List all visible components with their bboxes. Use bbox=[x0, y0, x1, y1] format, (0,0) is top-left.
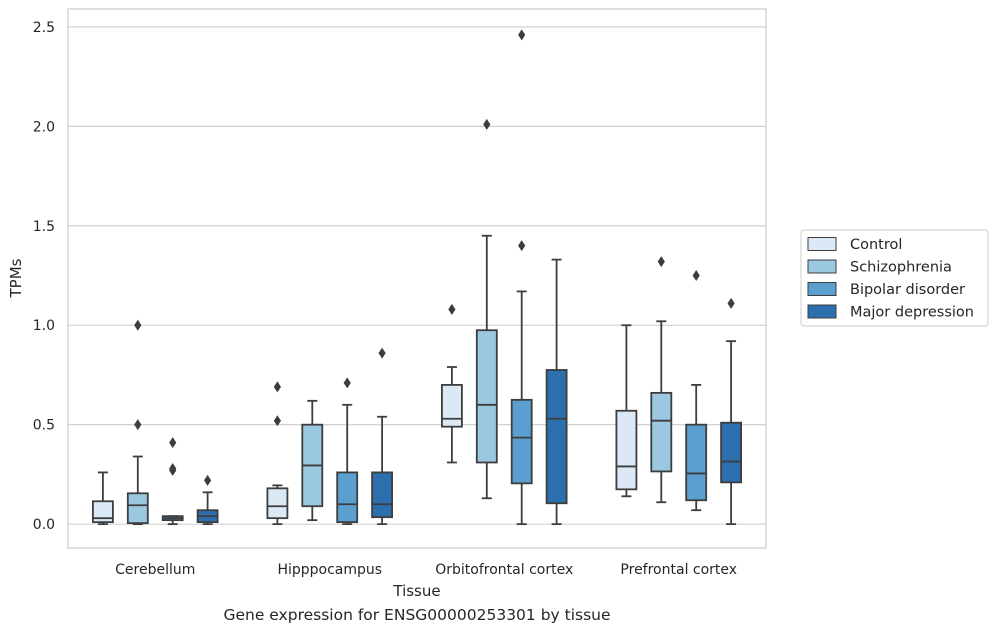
box-body bbox=[720, 421, 742, 484]
box-body bbox=[475, 329, 498, 464]
outlier-point bbox=[378, 347, 386, 359]
box-body bbox=[650, 391, 673, 473]
box-control bbox=[615, 324, 638, 498]
box-schizophrenia bbox=[126, 319, 149, 526]
box-schizophrenia bbox=[650, 256, 673, 504]
x-axis-title: Tissue bbox=[392, 582, 440, 600]
x-tick-labels: Cerebellum Hipppocampus Orbitofrontal cort… bbox=[115, 562, 737, 578]
box-bipolar-disorder bbox=[161, 437, 184, 526]
outlier-point bbox=[273, 381, 281, 393]
y-tick-label: 1.5 bbox=[33, 219, 55, 235]
box-control bbox=[440, 303, 463, 464]
box-major-depression bbox=[545, 258, 568, 526]
outlier-point bbox=[204, 474, 212, 486]
outlier-point bbox=[518, 29, 526, 41]
box-schizophrenia bbox=[301, 399, 324, 522]
legend: Control Schizophrenia Bipolar disorder Majo… bbox=[800, 229, 989, 327]
legend-swatch bbox=[807, 304, 837, 319]
box-major-depression bbox=[720, 297, 742, 526]
legend-swatch bbox=[807, 282, 837, 296]
figure-caption: Gene expression for ENSG00000253301 by t… bbox=[223, 606, 611, 624]
y-axis-title: TPMs bbox=[7, 258, 25, 298]
outlier-point bbox=[169, 437, 177, 449]
box-body bbox=[336, 471, 359, 524]
outlier-point bbox=[169, 462, 177, 474]
outlier-point bbox=[273, 415, 281, 427]
y-gridlines bbox=[68, 26, 766, 525]
box-bipolar-disorder bbox=[685, 270, 708, 512]
box-major-depression bbox=[196, 474, 219, 526]
y-tick-label: 2.5 bbox=[33, 20, 55, 36]
boxes-layer bbox=[92, 29, 742, 526]
outlier-point bbox=[134, 419, 142, 431]
legend-swatch bbox=[807, 237, 837, 251]
x-tick-label: Hipppocampus bbox=[277, 562, 382, 578]
box-bipolar-disorder bbox=[336, 377, 359, 526]
box-body bbox=[92, 500, 114, 524]
outlier-point bbox=[692, 270, 700, 282]
box-body bbox=[615, 409, 638, 491]
box-body bbox=[371, 471, 394, 519]
box-body bbox=[510, 398, 533, 485]
box-major-depression bbox=[371, 347, 394, 526]
box-body bbox=[126, 492, 149, 525]
y-tick-label: 0.0 bbox=[33, 517, 55, 533]
y-tick-label: 2.0 bbox=[33, 119, 55, 135]
outlier-point bbox=[134, 319, 142, 331]
plot-area: 0.0 0.5 1.0 1.5 2.0 2.5 Cerebellum Hipppocampu… bbox=[33, 8, 767, 578]
x-tick-label: Prefrontal cortex bbox=[620, 562, 737, 578]
box-schizophrenia bbox=[475, 118, 498, 500]
legend-label: Bipolar disorder bbox=[850, 282, 965, 298]
legend-label: Schizophrenia bbox=[850, 260, 952, 276]
box-body bbox=[266, 487, 289, 520]
box-body bbox=[545, 369, 568, 505]
legend-label: Major depression bbox=[850, 305, 974, 321]
y-tick-label: 0.5 bbox=[33, 418, 55, 434]
outlier-point bbox=[448, 303, 456, 315]
outlier-point bbox=[727, 297, 735, 309]
box-control bbox=[266, 381, 289, 526]
y-tick-label: 1.0 bbox=[33, 318, 55, 334]
outlier-point bbox=[343, 377, 351, 389]
x-tick-label: Orbitofrontal cortex bbox=[435, 562, 573, 578]
box-body bbox=[440, 384, 463, 428]
box-plot-chart: 0.0 0.5 1.0 1.5 2.0 2.5 Cerebellum Hipppocampu… bbox=[7, 8, 989, 600]
box-body bbox=[685, 423, 708, 502]
outlier-point bbox=[518, 240, 526, 252]
box-control bbox=[92, 471, 114, 526]
legend-label: Control bbox=[850, 237, 902, 253]
legend-swatch bbox=[807, 259, 837, 274]
legend-frame bbox=[800, 229, 989, 327]
x-tick-label: Cerebellum bbox=[115, 562, 195, 578]
y-tick-labels: 0.0 0.5 1.0 1.5 2.0 2.5 bbox=[33, 20, 55, 533]
box-bipolar-disorder bbox=[510, 29, 533, 526]
outlier-point bbox=[657, 256, 665, 268]
outlier-point bbox=[483, 118, 491, 130]
plot-frame bbox=[67, 8, 767, 549]
